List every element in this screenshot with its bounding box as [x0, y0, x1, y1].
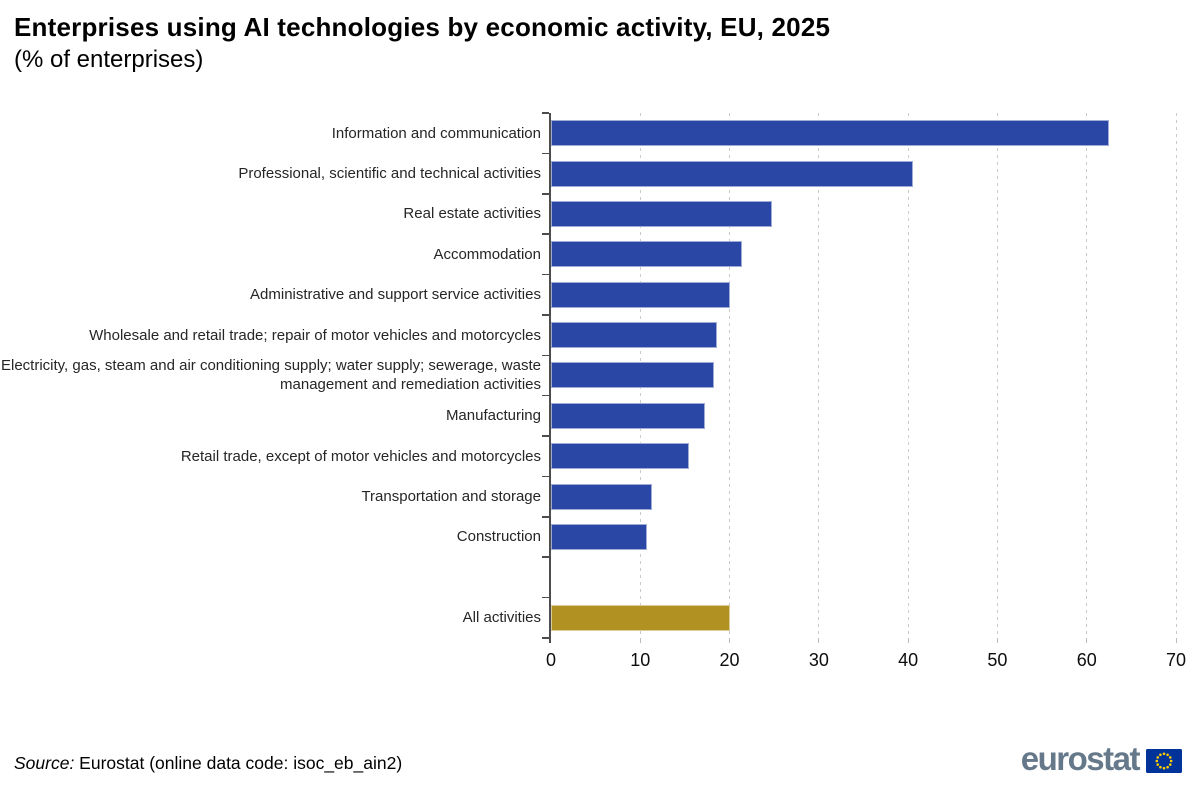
y-axis-tick [542, 637, 549, 639]
y-axis-tick [542, 394, 549, 397]
bar [551, 322, 718, 349]
bar-track [551, 234, 1176, 274]
gridline [1175, 113, 1177, 638]
bar-track [551, 598, 1176, 638]
x-axis-tick-label: 10 [630, 650, 651, 670]
bar-track [551, 275, 1176, 315]
chart-row: Retail trade, except of motor vehicles a… [0, 436, 1200, 476]
category-label: Administrative and support service activ… [250, 286, 541, 304]
y-axis-line [549, 113, 551, 640]
bar-track [551, 113, 1176, 153]
bar-track [551, 396, 1176, 436]
category-label: Information and communication [331, 124, 541, 142]
source-prefix: Source: [14, 753, 75, 773]
chart-rows: Information and communication Professiona… [0, 113, 1200, 638]
gridline [996, 113, 998, 638]
bar [551, 241, 743, 268]
x-axis-tick [1175, 638, 1177, 643]
bar [551, 160, 913, 187]
x-axis-tick-label: 60 [1076, 650, 1097, 670]
y-axis-tick [542, 596, 549, 599]
category-label: Wholesale and retail trade; repair of mo… [89, 326, 541, 344]
eu-flag-icon [1146, 749, 1182, 773]
y-axis-tick [542, 354, 549, 357]
y-axis-tick [542, 556, 549, 558]
bar [551, 402, 706, 429]
bar [551, 362, 714, 389]
gridline [907, 113, 909, 638]
bar [551, 281, 730, 308]
category-label: Accommodation [433, 245, 541, 263]
y-axis-tick [542, 435, 549, 437]
chart-row: Electricity, gas, steam and air conditio… [0, 355, 1200, 395]
chart-row: All activities [0, 598, 1200, 638]
x-axis-tick [818, 638, 820, 643]
category-label [0, 557, 551, 597]
bar [551, 483, 652, 510]
category-label: Transportation and storage [361, 488, 541, 506]
chart-title: Enterprises using AI technologies by eco… [14, 12, 831, 42]
chart-row-spacer [0, 557, 1200, 597]
x-axis-tick [907, 638, 909, 643]
category-label: All activities [462, 609, 541, 627]
chart-row: Information and communication [0, 113, 1200, 153]
y-axis-tick [542, 475, 549, 478]
y-axis-tick [542, 273, 549, 276]
x-axis-tick [996, 638, 998, 643]
x-axis-tick-label: 20 [719, 650, 740, 670]
bar-track [551, 517, 1176, 557]
bar [551, 523, 648, 550]
category-label: Manufacturing [445, 407, 541, 425]
bar [551, 604, 730, 631]
x-axis-tick-label: 0 [545, 650, 556, 670]
chart-row: Transportation and storage [0, 476, 1200, 516]
chart-row: Manufacturing [0, 396, 1200, 436]
category-label: Retail trade, except of motor vehicles a… [180, 447, 541, 465]
chart-row: Professional, scientific and technical a… [0, 153, 1200, 193]
bar [551, 443, 690, 470]
x-axis-tick [729, 638, 731, 643]
gridline [1086, 113, 1088, 638]
y-axis-tick [542, 516, 549, 518]
x-axis-tick [639, 638, 641, 643]
category-label: Construction [456, 528, 541, 546]
x-axis-tick-label: 70 [1165, 650, 1187, 670]
bar [551, 200, 773, 227]
x-axis-tick-label: 40 [898, 650, 919, 670]
y-axis-tick [542, 233, 549, 235]
x-axis-tick-label: 50 [987, 650, 1008, 670]
y-axis-tick [542, 112, 549, 114]
gridline [818, 113, 820, 638]
chart-row: Wholesale and retail trade; repair of mo… [0, 315, 1200, 355]
y-axis-tick [542, 193, 549, 195]
chart-row: Administrative and support service activ… [0, 275, 1200, 315]
chart-row: Accommodation [0, 234, 1200, 274]
bar-track [551, 557, 1176, 597]
bar-chart: 0 10 20 30 40 50 60 70 Information and communic… [0, 112, 1200, 683]
category-label: Real estate activities [403, 205, 541, 223]
y-axis-tick [542, 314, 549, 316]
source-note: Source: Eurostat (online data code: isoc… [14, 753, 402, 774]
category-label: Electricity, gas, steam and air conditio… [1, 357, 541, 394]
bar-track [551, 153, 1176, 193]
eurostat-logo: eurostat [1021, 742, 1182, 776]
bar-track [551, 436, 1176, 476]
bar-track [551, 355, 1176, 395]
bar-track [551, 476, 1176, 516]
bar [551, 120, 1110, 147]
source-text: Eurostat (online data code: isoc_eb_ain2… [74, 753, 403, 773]
gridline [729, 113, 731, 638]
chart-row: Construction [0, 517, 1200, 557]
y-axis-tick [542, 152, 549, 155]
chart-subtitle: (% of enterprises) [14, 46, 204, 73]
x-axis-tick [549, 638, 551, 643]
chart-row: Real estate activities [0, 194, 1200, 234]
bar-track [551, 315, 1176, 355]
x-axis-tick-label: 30 [808, 650, 829, 670]
eurostat-wordmark: eurostat [1020, 740, 1141, 777]
category-label: Professional, scientific and technical a… [238, 165, 541, 183]
bar-track [551, 194, 1176, 234]
x-axis-tick [1086, 638, 1088, 643]
